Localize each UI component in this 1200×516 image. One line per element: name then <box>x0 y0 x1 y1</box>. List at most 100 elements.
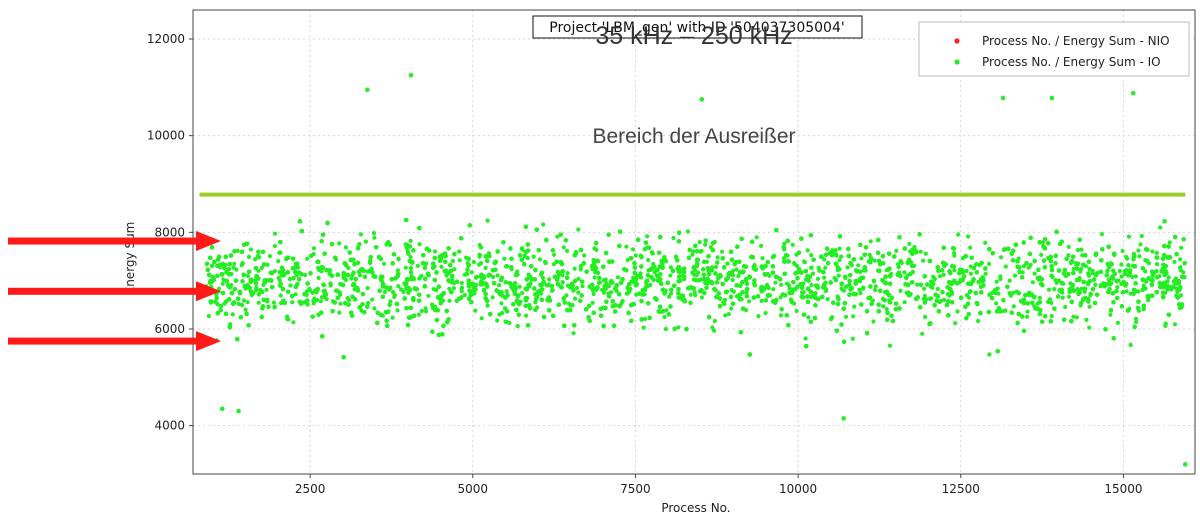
data-point <box>1143 269 1148 274</box>
data-point <box>642 316 648 321</box>
data-point <box>726 312 731 317</box>
data-point <box>692 290 697 295</box>
data-point <box>688 292 693 297</box>
data-point <box>338 301 343 306</box>
data-point <box>1181 270 1186 275</box>
data-point <box>685 229 691 234</box>
data-point <box>1028 262 1033 268</box>
data-point <box>837 246 842 251</box>
data-point <box>426 293 431 298</box>
data-point <box>310 290 315 295</box>
data-point <box>696 270 701 275</box>
data-point <box>576 276 581 281</box>
data-point <box>998 276 1003 282</box>
data-point <box>615 275 621 280</box>
data-point <box>747 299 752 304</box>
data-point <box>935 286 940 292</box>
data-point <box>1150 249 1155 254</box>
data-point <box>836 273 841 278</box>
data-point <box>382 289 387 295</box>
data-point <box>469 270 474 275</box>
data-point <box>462 293 467 298</box>
data-point <box>634 292 639 297</box>
data-point <box>1155 262 1160 267</box>
data-point <box>572 266 577 271</box>
data-point <box>363 239 368 244</box>
data-point <box>245 273 250 278</box>
data-point <box>303 272 308 278</box>
data-point <box>517 284 522 289</box>
data-point <box>248 247 253 252</box>
data-point <box>555 234 560 239</box>
data-point <box>856 263 861 268</box>
data-point <box>861 286 866 291</box>
data-point <box>318 299 323 304</box>
data-point <box>1080 253 1085 258</box>
data-point <box>1124 289 1129 294</box>
data-point <box>1133 274 1138 279</box>
data-point <box>346 298 352 303</box>
data-point <box>767 273 772 278</box>
data-point <box>676 325 681 330</box>
data-point <box>541 222 546 227</box>
data-point <box>1011 290 1016 295</box>
data-point <box>540 275 546 281</box>
data-point <box>520 290 525 296</box>
data-point <box>1117 269 1122 274</box>
data-point <box>473 287 478 292</box>
data-point <box>1012 273 1018 278</box>
data-point <box>408 254 413 260</box>
data-point <box>360 291 365 296</box>
data-point <box>324 297 329 302</box>
data-point <box>894 248 899 253</box>
data-point <box>663 326 669 332</box>
data-point <box>822 257 827 262</box>
data-point <box>273 231 278 236</box>
data-point <box>641 325 646 330</box>
data-point <box>504 289 509 294</box>
data-point <box>1119 274 1124 279</box>
data-point <box>256 268 261 273</box>
data-point <box>1025 314 1030 319</box>
data-point <box>590 300 595 305</box>
data-point <box>1039 252 1044 257</box>
data-point <box>845 265 850 270</box>
data-point <box>308 288 313 293</box>
data-point <box>439 264 444 269</box>
data-point <box>337 310 342 315</box>
data-point <box>372 306 377 311</box>
data-point <box>499 301 504 306</box>
data-point <box>638 271 643 276</box>
data-point <box>720 249 725 254</box>
data-point <box>868 239 873 244</box>
data-point <box>976 318 981 324</box>
data-point <box>850 336 855 341</box>
data-point <box>630 247 636 252</box>
data-point <box>495 273 500 278</box>
data-point <box>372 235 377 240</box>
data-point <box>730 277 735 283</box>
data-point <box>1165 279 1170 284</box>
data-point <box>669 291 674 296</box>
data-point <box>787 286 792 291</box>
data-point <box>431 287 436 292</box>
data-point <box>825 297 830 302</box>
data-point <box>857 287 862 292</box>
data-point <box>358 232 364 237</box>
data-point <box>277 278 282 283</box>
data-point <box>1066 253 1071 258</box>
data-point <box>479 316 484 321</box>
data-point <box>1128 342 1133 348</box>
data-point <box>898 288 903 293</box>
data-point <box>983 240 988 245</box>
data-point <box>524 313 529 318</box>
data-point <box>1126 234 1131 239</box>
data-point <box>1020 270 1025 275</box>
data-point <box>574 285 580 291</box>
data-point <box>459 289 464 294</box>
data-point <box>259 265 264 271</box>
data-point <box>349 276 354 281</box>
data-point <box>822 275 827 280</box>
data-point <box>664 308 669 313</box>
